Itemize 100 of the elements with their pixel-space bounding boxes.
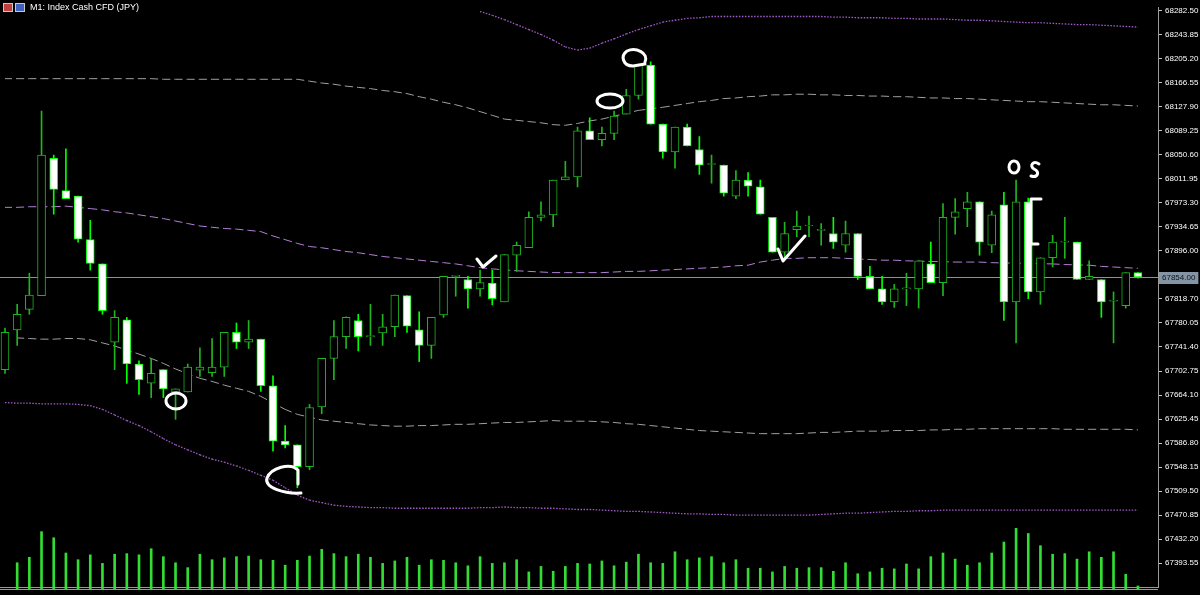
bar (235, 556, 238, 589)
bar (88, 554, 92, 589)
bar (1087, 551, 1091, 589)
bar (917, 568, 920, 589)
candlestick (950, 198, 960, 235)
bar (1026, 533, 1030, 589)
bar (966, 564, 969, 589)
y-tick-label: 67664.10 (1165, 390, 1199, 400)
candlestick (804, 215, 814, 237)
bar (381, 563, 384, 589)
y-tick-label: 67586.80 (1165, 438, 1199, 448)
bar (503, 562, 506, 589)
bar (442, 560, 445, 589)
y-tick-label: 68127.90 (1165, 101, 1199, 111)
y-tick-label: 67702.75 (1165, 366, 1199, 376)
bar (758, 567, 762, 589)
bar (929, 556, 933, 589)
bar (320, 549, 324, 589)
bar (856, 573, 860, 589)
bar (551, 570, 555, 589)
bar (685, 559, 689, 589)
y-tick-label: 67625.45 (1165, 414, 1199, 424)
bar (527, 571, 531, 589)
bar (1112, 551, 1115, 589)
bar (953, 558, 957, 589)
candlestick (1084, 260, 1094, 280)
candlestick (536, 201, 546, 222)
bar (101, 563, 104, 589)
bar (649, 562, 652, 589)
bar (819, 567, 823, 589)
bar (795, 567, 799, 589)
bar (1051, 553, 1054, 589)
bar (186, 567, 190, 589)
y-tick-label: 68166.55 (1165, 77, 1199, 87)
y-tick-label: 68243.85 (1165, 29, 1199, 39)
bar (564, 566, 567, 589)
y-tick-label: 68050.60 (1165, 149, 1199, 159)
bar (832, 570, 835, 589)
bar (576, 563, 579, 589)
bar (222, 557, 226, 589)
y-tick-label: 67509.50 (1165, 486, 1199, 496)
candlestick (475, 269, 485, 297)
y-tick-label: 67973.30 (1165, 198, 1199, 208)
bar (454, 562, 458, 589)
bar (149, 548, 153, 589)
y-tick-label: 67393.55 (1165, 558, 1199, 568)
bar (771, 571, 774, 589)
bar (28, 556, 31, 589)
bar (624, 561, 628, 589)
bar (283, 564, 287, 589)
bar (661, 563, 665, 589)
bar (637, 553, 640, 589)
y-tick-label: 68089.25 (1165, 125, 1199, 135)
bar (844, 562, 847, 589)
bar (125, 553, 129, 589)
y-tick-label: 67432.20 (1165, 534, 1199, 544)
bar (1124, 574, 1128, 589)
bar (905, 563, 908, 589)
bar (162, 556, 165, 589)
y-tick-label: 67548.15 (1165, 462, 1199, 472)
bar (369, 556, 372, 589)
bar (978, 562, 981, 589)
candlestick (1060, 216, 1070, 259)
y-tick-label: 67818.70 (1165, 294, 1199, 304)
bar (588, 563, 592, 589)
bar (710, 556, 713, 589)
y-tick-label: 68205.20 (1165, 53, 1199, 63)
bar (113, 553, 116, 589)
bar (490, 563, 494, 589)
bar (892, 568, 896, 589)
bar (1039, 545, 1042, 589)
bar (1100, 556, 1103, 589)
bar (698, 557, 701, 589)
y-tick-label: 67934.65 (1165, 222, 1199, 232)
bar (417, 564, 421, 589)
bar (15, 562, 19, 589)
bar (990, 552, 994, 589)
y-tick-label: 67780.05 (1165, 318, 1199, 328)
y-tick-label: 67741.40 (1165, 342, 1199, 352)
bar (247, 555, 250, 589)
chart-title: M1: Index Cash CFD (JPY) (30, 2, 140, 13)
bar (308, 555, 311, 589)
bar (393, 560, 397, 589)
candlestick (195, 347, 205, 377)
y-tick-label: 68282.50 (1165, 5, 1199, 15)
bar (515, 559, 518, 589)
y-tick-label: 67470.85 (1165, 510, 1199, 520)
bar (40, 531, 43, 589)
bar (722, 562, 726, 589)
ref-line-label: 67854.00 (1162, 273, 1196, 283)
bar (1063, 553, 1067, 589)
bar (259, 559, 263, 589)
candlestick (61, 148, 71, 199)
bar (52, 537, 56, 589)
y-tick-label: 67896.00 (1165, 246, 1199, 256)
bar (783, 566, 786, 589)
bar (356, 553, 360, 589)
bar (296, 560, 299, 589)
y-tick-label: 68011.95 (1165, 173, 1199, 183)
bar (430, 559, 433, 589)
